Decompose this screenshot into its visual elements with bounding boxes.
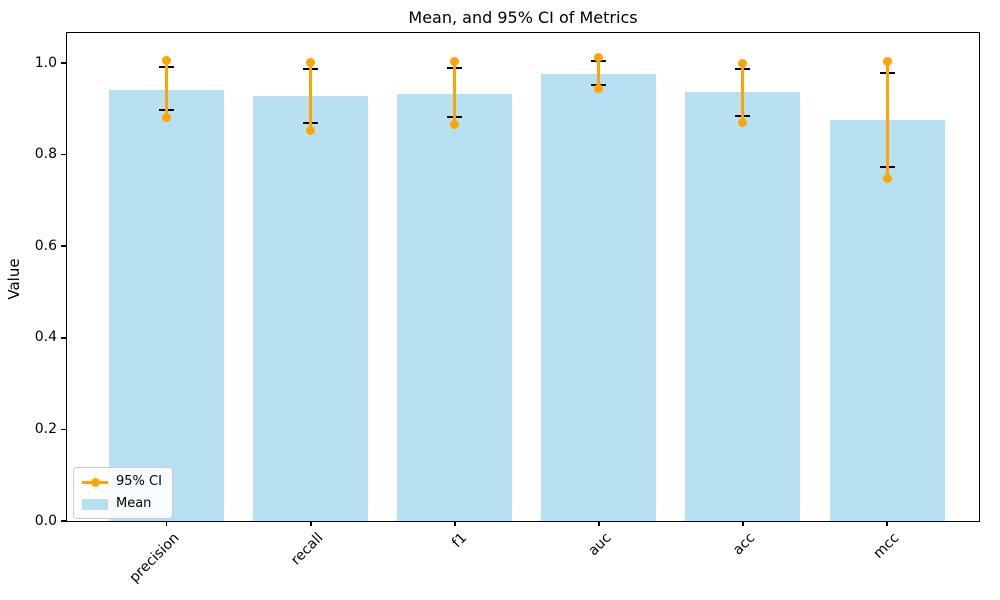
bar-f1 <box>397 93 513 521</box>
ci-line-recall <box>309 62 313 131</box>
ci-dot-high-mcc <box>882 56 892 66</box>
ci-dot-high-f1 <box>450 56 460 66</box>
ci-dot-low-recall <box>306 125 316 135</box>
legend: 95% CI Mean <box>73 467 173 519</box>
x-tick-acc <box>742 521 744 526</box>
ci-dot-high-acc <box>738 58 748 68</box>
y-tick-0.2 <box>61 428 66 431</box>
y-tick-label-0.2: 0.2 <box>34 420 57 437</box>
x-tick-auc <box>598 521 600 526</box>
x-tick-label-text-f1: f1 <box>449 530 471 552</box>
ci-dot-high-recall <box>306 58 316 68</box>
ci-line-acc <box>741 63 745 123</box>
y-tick-0.4 <box>61 337 66 339</box>
ci-dot-high-auc <box>594 53 604 63</box>
y-tick-label-0.0: 0.0 <box>34 512 57 529</box>
y-tick-label-0.6: 0.6 <box>34 237 57 254</box>
y-tick-label-0.8: 0.8 <box>34 146 57 163</box>
y-tick-1.0 <box>61 62 66 64</box>
ci-dot-low-auc <box>594 84 604 94</box>
bar-mcc <box>829 120 945 521</box>
ci-line-auc <box>597 57 601 89</box>
ci-dot-low-f1 <box>450 119 460 129</box>
ci-dot-high-precision <box>162 55 172 65</box>
x-tick-label-text-mcc: mcc <box>870 530 903 562</box>
x-tick-f1 <box>454 521 456 526</box>
y-tick-label-0.4: 0.4 <box>34 329 57 346</box>
x-tick-label-text-auc: auc <box>585 530 615 560</box>
x-tick-precision <box>165 521 168 526</box>
x-tick-label-text-acc: acc <box>729 530 759 559</box>
ci-dot-low-mcc <box>882 173 892 183</box>
legend-label-mean: Mean <box>116 496 152 511</box>
y-tick-label-1.0: 1.0 <box>34 54 57 71</box>
x-tick-mcc <box>886 521 888 526</box>
bar-recall <box>253 95 369 521</box>
bar-precision <box>109 90 225 521</box>
ci-dot-low-acc <box>738 117 748 127</box>
chart-title: Mean, and 95% CI of Metrics <box>408 8 638 27</box>
bar-acc <box>685 92 801 521</box>
bar-auc <box>541 73 657 521</box>
y-tick-0.0 <box>61 520 66 522</box>
x-tick-label-text-precision: precision <box>126 530 183 586</box>
mean-swatch-icon <box>82 497 108 511</box>
plot-area: precision recall f1 auc acc mcc 0.0 0.2 0.4 0.6 0.… <box>35 32 980 586</box>
y-tick-0.6 <box>61 245 66 247</box>
ci-dot-low-precision <box>162 113 172 122</box>
ci-line-mcc <box>885 61 889 179</box>
ci-line-precision <box>165 60 169 118</box>
ci-errorbar-sample-icon <box>82 475 108 489</box>
legend-label-ci: 95% CI <box>116 474 162 489</box>
ci-line-f1 <box>453 61 457 125</box>
legend-item-ci: 95% CI <box>82 473 162 491</box>
legend-item-mean: Mean <box>82 495 162 513</box>
x-tick-recall <box>310 521 312 526</box>
x-tick-label-text-recall: recall <box>287 530 327 569</box>
y-tick-0.8 <box>61 153 66 156</box>
